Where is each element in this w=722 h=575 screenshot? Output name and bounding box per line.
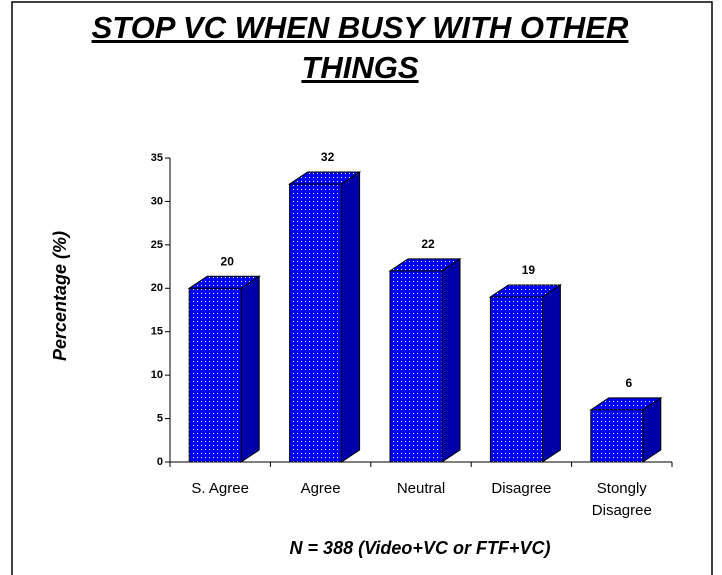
bar-side: [541, 284, 561, 463]
bar: [389, 270, 443, 463]
x-axis-label: N = 388 (Video+VC or FTF+VC): [289, 538, 551, 558]
y-tick-label: 25: [151, 239, 163, 251]
bar-side: [441, 257, 461, 463]
y-tick-label: 20: [151, 282, 163, 294]
x-tick-label: Stongly Disagree: [591, 480, 652, 519]
y-axis-label: Percentage (%): [50, 230, 70, 362]
chart-title: STOP VC WHEN BUSY WITH OTHER THINGS: [91, 10, 629, 85]
bar: [188, 287, 242, 463]
value-label: 20: [221, 254, 235, 268]
value-label: 6: [625, 376, 632, 390]
x-tick-label: Disagree: [491, 480, 552, 497]
value-label: 19: [522, 263, 536, 277]
y-tick-label: 0: [157, 456, 163, 468]
y-tick-label: 10: [151, 369, 163, 381]
y-tick-label: 5: [157, 412, 163, 424]
y-tick-label: 30: [151, 195, 163, 207]
bar-side: [341, 171, 361, 463]
x-tick-label: Agree: [300, 480, 341, 497]
bar: [590, 409, 644, 463]
y-tick-label: 35: [151, 152, 163, 164]
bar: [289, 183, 343, 463]
bar: [489, 296, 543, 463]
value-label: 22: [421, 237, 435, 251]
bar-side: [240, 275, 260, 463]
x-tick-label: S. Agree: [191, 480, 249, 497]
frame: [11, 1, 713, 575]
x-tick-label: Neutral: [396, 480, 446, 497]
y-tick-label: 15: [151, 326, 163, 338]
value-label: 32: [321, 150, 335, 164]
